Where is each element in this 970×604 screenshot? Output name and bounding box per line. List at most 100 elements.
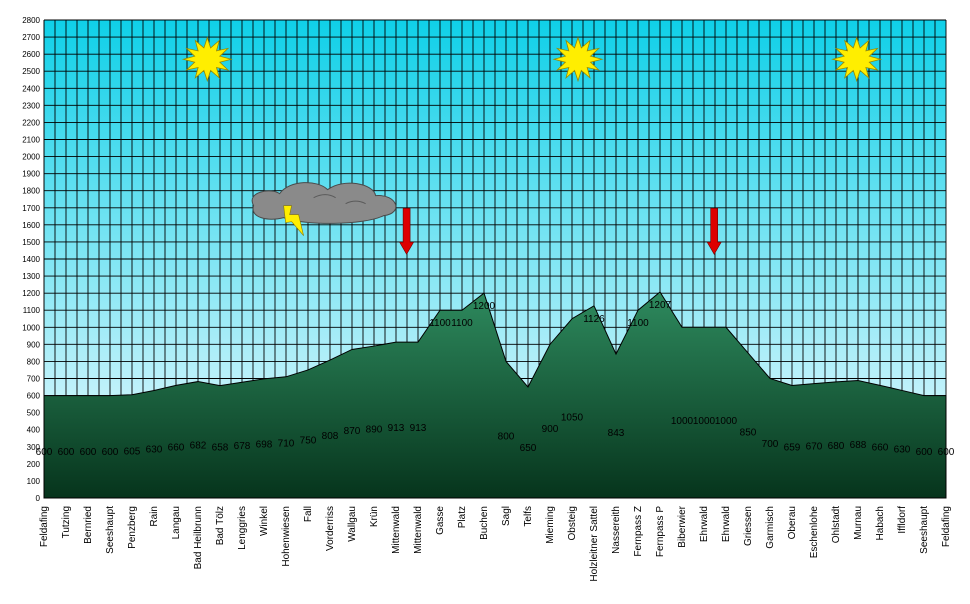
y-tick-label: 700 bbox=[27, 375, 41, 384]
y-tick-label: 2800 bbox=[22, 16, 40, 25]
x-tick-label: Krün bbox=[369, 506, 380, 527]
y-tick-label: 0 bbox=[36, 494, 41, 503]
x-tick-label: Bernried bbox=[83, 506, 94, 544]
y-tick-label: 600 bbox=[27, 392, 41, 401]
x-tick-label: Murnau bbox=[853, 506, 864, 540]
data-label: 670 bbox=[806, 442, 823, 453]
x-tick-label: Seeshaupt bbox=[919, 506, 930, 554]
x-tick-label: Langau bbox=[171, 506, 182, 539]
y-tick-label: 1200 bbox=[22, 289, 40, 298]
x-tick-label: Rain bbox=[149, 506, 160, 527]
data-label: 913 bbox=[388, 423, 405, 434]
y-tick-label: 2600 bbox=[22, 50, 40, 59]
x-tick-label: Feldafing bbox=[941, 506, 952, 547]
data-label: 660 bbox=[168, 442, 185, 453]
x-tick-label: Eschenlohe bbox=[809, 506, 820, 559]
data-label: 682 bbox=[190, 441, 207, 452]
x-tick-label: Wallgau bbox=[347, 506, 358, 542]
x-tick-label: Lenggries bbox=[237, 506, 248, 550]
y-tick-label: 100 bbox=[27, 477, 41, 486]
data-label: 600 bbox=[938, 447, 955, 458]
x-tick-label: Hohenwiesen bbox=[281, 506, 292, 567]
data-label: 870 bbox=[344, 426, 361, 437]
x-tick-label: Habach bbox=[875, 506, 886, 540]
data-label: 680 bbox=[828, 441, 845, 452]
data-label: 605 bbox=[124, 447, 141, 458]
data-label: 710 bbox=[278, 438, 295, 449]
x-tick-label: Griessen bbox=[743, 506, 754, 546]
data-label: 1000 bbox=[671, 416, 694, 427]
y-tick-label: 1400 bbox=[22, 255, 40, 264]
x-tick-label: Vorderriss bbox=[325, 506, 336, 551]
y-tick-label: 1600 bbox=[22, 221, 40, 230]
x-tick-label: Biberwier bbox=[677, 505, 688, 547]
data-label: 1000 bbox=[715, 416, 738, 427]
data-label: 1100 bbox=[451, 318, 473, 329]
down-arrow-icon bbox=[706, 208, 722, 255]
y-tick-label: 1500 bbox=[22, 238, 40, 247]
x-tick-label: Fernpass Z bbox=[633, 506, 644, 557]
data-label: 600 bbox=[916, 447, 933, 458]
lightning-icon bbox=[283, 205, 304, 236]
terrain-area bbox=[43, 291, 947, 499]
y-tick-label: 1000 bbox=[22, 323, 40, 332]
down-arrow-icon bbox=[399, 208, 415, 255]
x-tick-label: Sagl bbox=[501, 506, 512, 526]
data-label: 698 bbox=[256, 439, 273, 450]
y-tick-label: 1300 bbox=[22, 272, 40, 281]
x-tick-label: Fernpass P bbox=[655, 506, 666, 557]
x-tick-label: Fall bbox=[303, 506, 314, 522]
data-label: 650 bbox=[520, 443, 537, 454]
data-label: 750 bbox=[300, 435, 317, 446]
data-label: 600 bbox=[102, 447, 119, 458]
data-label: 1200 bbox=[473, 301, 496, 312]
data-label: 658 bbox=[212, 442, 229, 453]
x-tick-label: Mieming bbox=[545, 506, 556, 544]
data-label: 900 bbox=[542, 424, 559, 435]
y-tick-label: 1100 bbox=[23, 306, 41, 315]
y-tick-label: 2200 bbox=[22, 118, 40, 127]
x-tick-label: Penzberg bbox=[127, 506, 138, 549]
data-label: 890 bbox=[366, 425, 383, 436]
x-tick-label: Feldafing bbox=[39, 506, 50, 547]
data-label: 659 bbox=[784, 442, 801, 453]
y-tick-label: 800 bbox=[27, 357, 41, 366]
data-label: 1050 bbox=[561, 412, 584, 423]
data-label: 630 bbox=[146, 445, 163, 456]
data-label: 600 bbox=[58, 447, 75, 458]
y-tick-label: 200 bbox=[27, 460, 41, 469]
x-tick-label: Buchen bbox=[479, 506, 490, 540]
decorations bbox=[181, 36, 883, 255]
x-tick-label: Bad Tölz bbox=[215, 506, 226, 545]
x-tick-label: Mittenwald bbox=[391, 506, 402, 554]
x-tick-label: Obsteig bbox=[567, 506, 578, 540]
x-tick-label: Iffldorf bbox=[897, 506, 908, 534]
data-label: 1000 bbox=[693, 416, 716, 427]
data-label: 1100 bbox=[429, 318, 451, 329]
x-tick-label: Ohlstadt bbox=[831, 506, 842, 543]
sun-icon bbox=[181, 36, 233, 83]
x-tick-label: Holzleitner Sattel bbox=[589, 506, 600, 582]
data-label: 700 bbox=[762, 439, 779, 450]
data-labels: 600 600 600 600 605 630 660 682 658 678 698 710 750 8… bbox=[36, 300, 955, 458]
data-label: 850 bbox=[740, 428, 757, 439]
y-tick-label: 2000 bbox=[22, 153, 40, 162]
x-tick-label: Seeshaupt bbox=[105, 506, 116, 554]
data-label: 800 bbox=[498, 432, 515, 443]
x-tick-label: Ehrwald bbox=[699, 506, 710, 542]
y-tick-label: 400 bbox=[27, 426, 41, 435]
x-tick-label: Winkel bbox=[259, 506, 270, 536]
x-tick-label: Garmisch bbox=[765, 506, 776, 549]
y-tick-label: 1800 bbox=[22, 187, 40, 196]
data-label: 600 bbox=[80, 447, 97, 458]
y-tick-label: 2500 bbox=[22, 67, 40, 76]
sun-icon bbox=[552, 36, 604, 83]
y-tick-label: 2400 bbox=[22, 84, 40, 93]
data-label: 678 bbox=[234, 441, 251, 452]
x-tick-label: Tutzing bbox=[61, 506, 72, 538]
y-tick-label: 2300 bbox=[22, 101, 40, 110]
y-tick-label: 1900 bbox=[22, 170, 40, 179]
data-label: 630 bbox=[894, 445, 911, 456]
sun-icon bbox=[831, 36, 883, 83]
